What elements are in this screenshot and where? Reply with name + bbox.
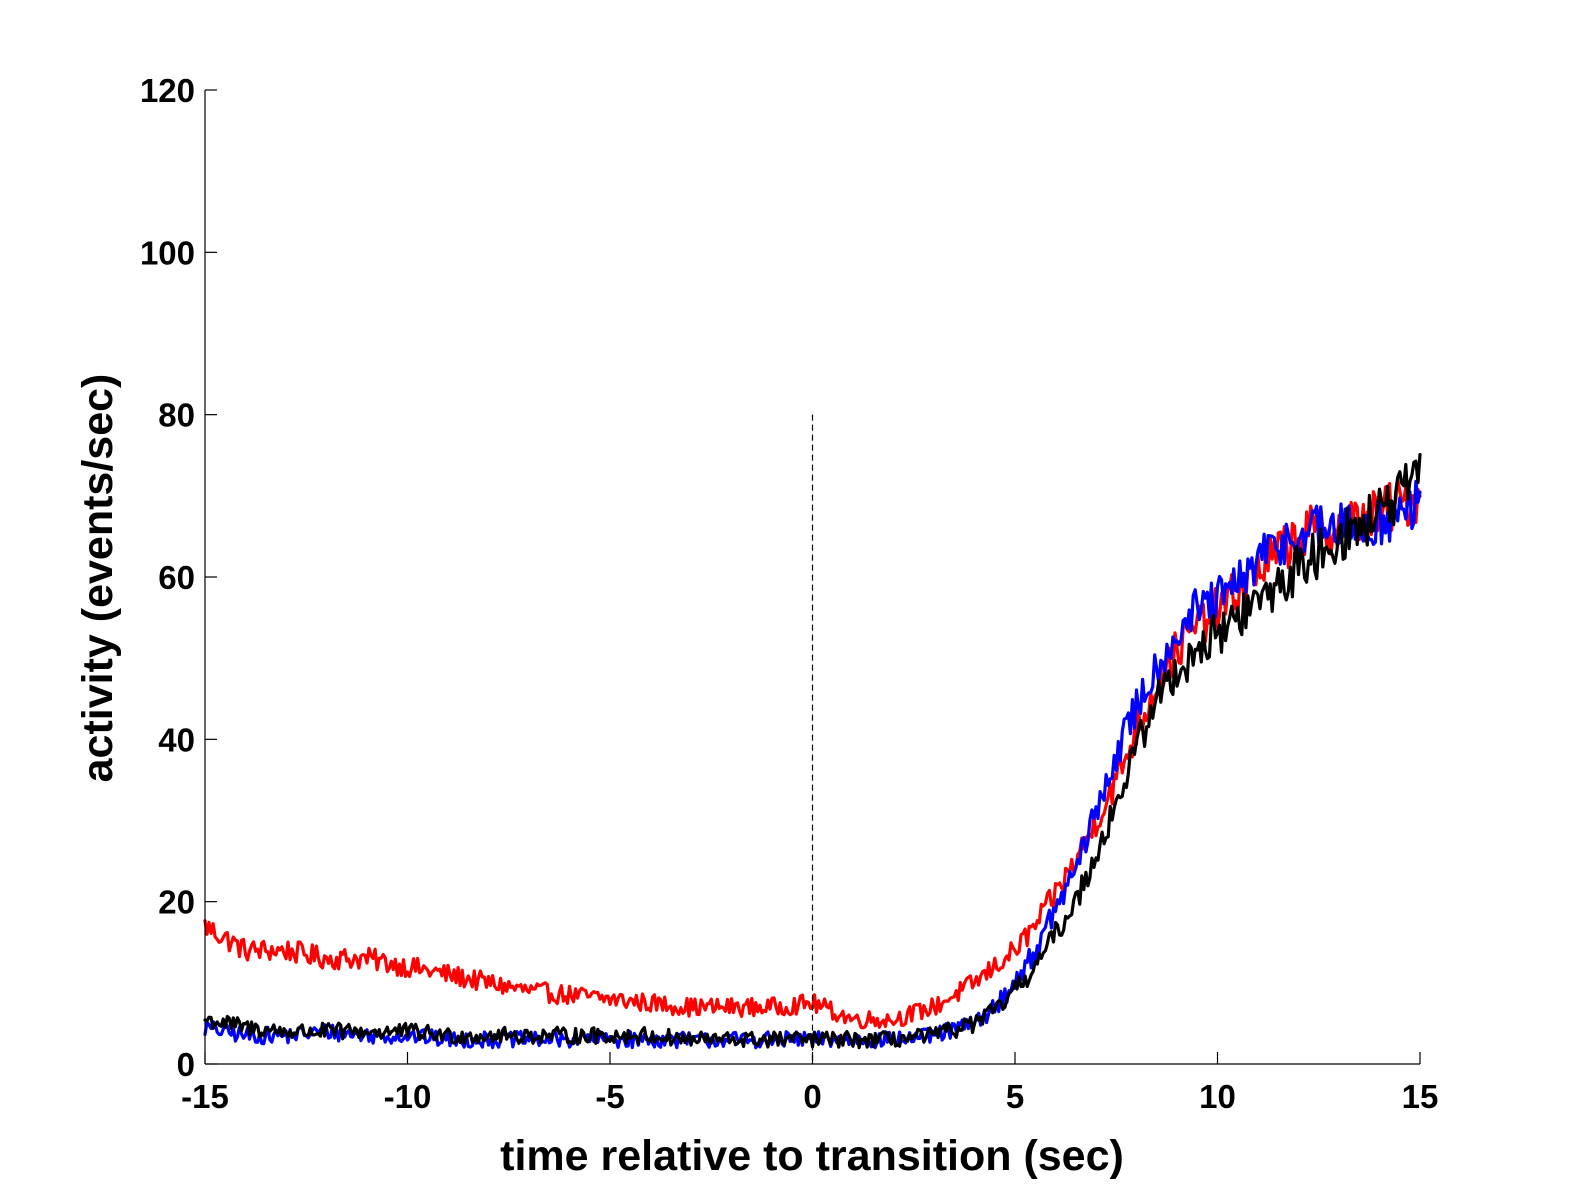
y-tick-label: 60 (158, 559, 195, 596)
y-tick-label: 120 (140, 72, 195, 109)
x-tick-label: 5 (1006, 1078, 1024, 1115)
x-tick-label: -5 (595, 1078, 624, 1115)
y-axis-title: activity (events/sec) (74, 374, 122, 783)
y-axis-ticks: 0 20 40 60 80 100 120 (140, 72, 217, 1083)
y-tick-label: 0 (177, 1046, 195, 1083)
y-tick-label: 100 (140, 234, 195, 271)
y-tick-label: 80 (158, 397, 195, 434)
x-tick-label: 15 (1402, 1078, 1439, 1115)
y-tick-label: 40 (158, 721, 195, 758)
x-axis-title: time relative to transition (sec) (500, 1132, 1124, 1180)
x-tick-label: 0 (803, 1078, 821, 1115)
x-axis-ticks: -15 -10 -5 0 5 10 15 (181, 1052, 1438, 1115)
x-tick-label: 10 (1199, 1078, 1236, 1115)
y-tick-label: 20 (158, 884, 195, 921)
x-tick-label: -15 (181, 1078, 229, 1115)
x-tick-label: -10 (384, 1078, 432, 1115)
